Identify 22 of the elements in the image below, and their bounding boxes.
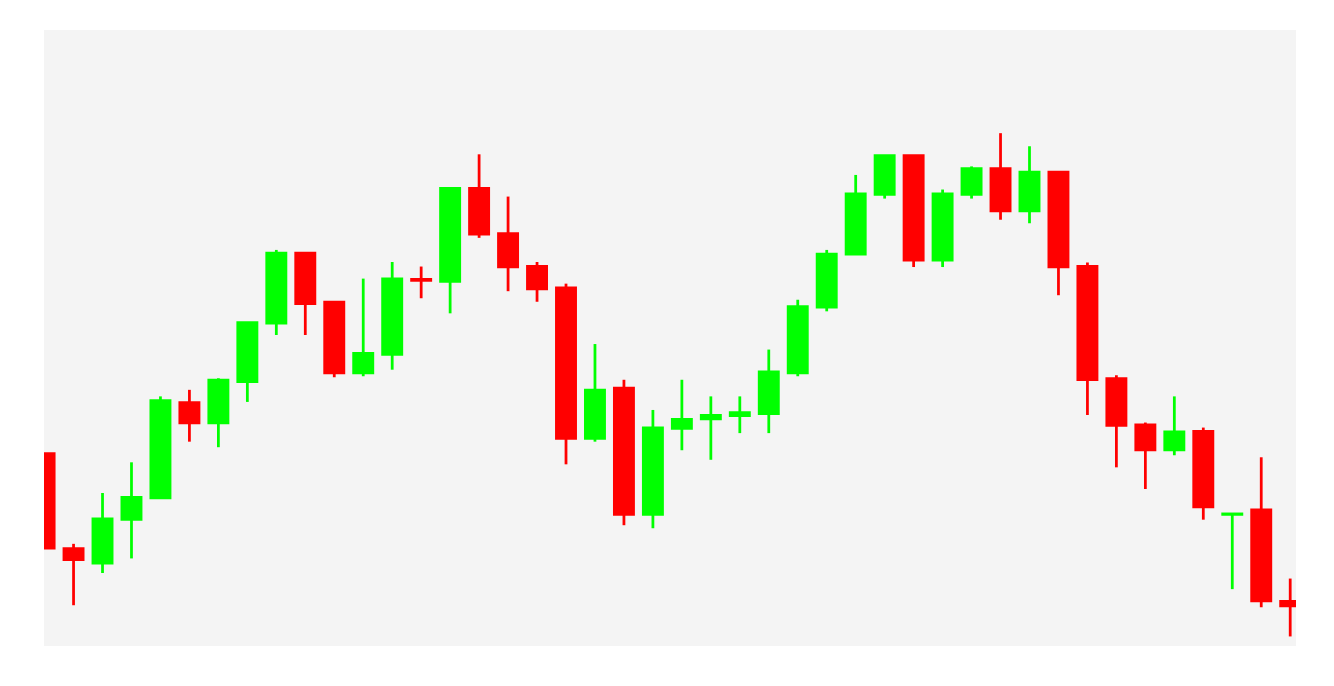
candlestick [1221, 512, 1244, 591]
candlestick [1018, 144, 1041, 225]
candlestick [410, 265, 433, 300]
candlestick [207, 376, 230, 449]
candlestick [960, 165, 983, 200]
candlestick [1134, 421, 1157, 491]
candlestick [1105, 373, 1128, 469]
candlestick [468, 152, 491, 240]
candlestick [699, 394, 722, 462]
candlestick [62, 542, 85, 607]
candlestick [757, 348, 780, 435]
candlestick [1163, 394, 1186, 457]
candlestick [497, 195, 520, 293]
candlestick [120, 460, 143, 560]
candlestick [526, 260, 548, 304]
candlestick [352, 277, 375, 378]
candlestick [728, 394, 751, 435]
candlestick [178, 388, 201, 444]
candlestick [670, 378, 693, 452]
candlestick [989, 131, 1012, 222]
candlestick [91, 491, 114, 575]
candlestick [873, 153, 896, 200]
